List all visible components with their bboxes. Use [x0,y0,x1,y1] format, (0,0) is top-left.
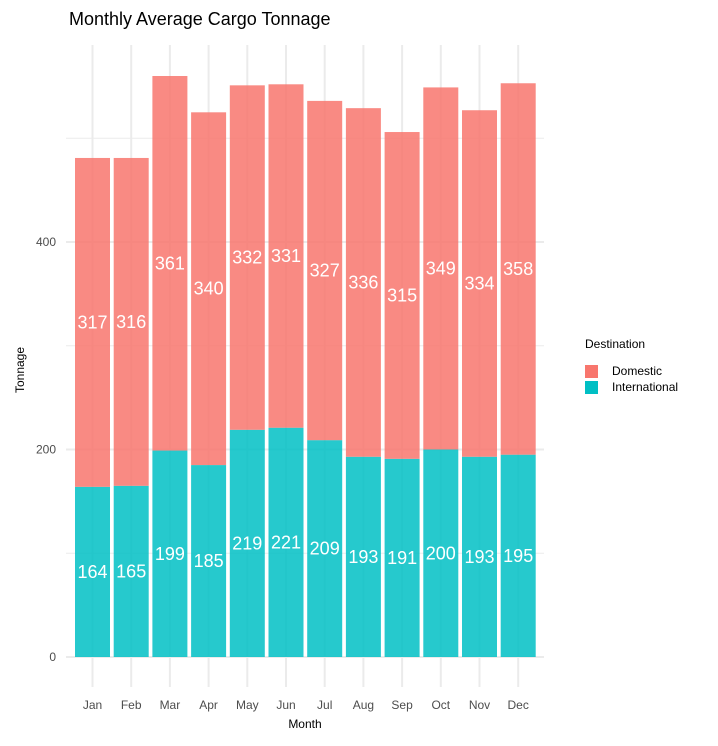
bar-domestic [462,110,497,457]
x-tick-label: Feb [121,698,142,712]
data-label-domestic: 340 [194,279,224,299]
bar-domestic [307,100,343,441]
data-label-domestic: 317 [77,312,107,332]
bar-domestic [423,87,459,450]
chart-title: Monthly Average Cargo Tonnage [69,9,331,29]
data-label-domestic: 316 [116,312,146,332]
data-label-domestic: 331 [271,246,301,266]
x-tick-label: Oct [431,698,450,712]
data-label-international: 193 [348,547,378,567]
bar-international [191,465,227,657]
x-axis-title: Month [288,717,321,731]
data-label-domestic: 349 [426,258,456,278]
bar-domestic [345,108,381,457]
data-label-domestic: 327 [310,261,340,281]
x-tick-label: May [236,698,259,712]
bar-domestic [191,112,227,466]
bar-international [500,454,536,657]
data-label-international: 165 [116,561,146,581]
data-label-international: 164 [77,562,107,582]
legend: Destination Domestic International [585,337,678,395]
bar-domestic [268,84,304,428]
bar-international [423,449,459,657]
data-label-international: 209 [310,539,340,559]
x-tick-label: Sep [391,698,413,712]
x-tick-label: Nov [469,698,490,712]
legend-item-domestic: Domestic [585,363,678,379]
legend-item-international: International [585,379,678,395]
data-label-domestic: 358 [503,259,533,279]
data-label-domestic: 332 [232,248,262,268]
data-label-international: 195 [503,546,533,566]
x-tick-label: Apr [199,698,218,712]
bar-international [152,450,188,657]
data-label-domestic: 361 [155,253,185,273]
x-tick-label: Jul [317,698,332,712]
data-label-international: 221 [271,532,301,552]
legend-swatch-domestic [585,364,598,378]
legend-label-domestic: Domestic [612,364,663,378]
y-tick-label: 0 [49,650,56,664]
data-label-domestic: 336 [348,272,378,292]
data-label-international: 193 [464,547,494,567]
bar-domestic [75,157,110,487]
data-label-international: 219 [232,533,262,553]
y-axis-title: Tonnage [13,347,27,393]
bar-international [384,458,420,657]
legend-label-international: International [612,380,679,394]
bar-international [113,485,149,657]
y-tick-label: 400 [36,235,56,249]
bar-international [268,427,304,657]
bar-international [75,486,110,657]
data-label-domestic: 315 [387,285,417,305]
bar-domestic [152,76,188,451]
bar-domestic [113,157,149,486]
x-tick-label: Jan [83,698,102,712]
data-label-international: 185 [194,551,224,571]
x-tick-label: Mar [160,698,181,712]
bar-domestic [229,85,265,430]
bar-international [229,429,265,657]
y-tick-label: 200 [36,443,56,457]
data-label-international: 199 [155,544,185,564]
x-tick-label: Jun [276,698,295,712]
legend-swatch-international [585,380,598,394]
data-label-international: 191 [387,548,417,568]
bar-domestic [384,132,420,459]
bar-international [345,456,381,657]
legend-title: Destination [585,337,646,351]
data-label-domestic: 334 [464,274,494,294]
x-tick-label: Aug [353,698,374,712]
data-label-international: 200 [426,543,456,563]
bar-international [307,440,343,657]
bar-domestic [500,83,536,455]
bar-international [462,456,497,657]
x-tick-label: Dec [508,698,529,712]
